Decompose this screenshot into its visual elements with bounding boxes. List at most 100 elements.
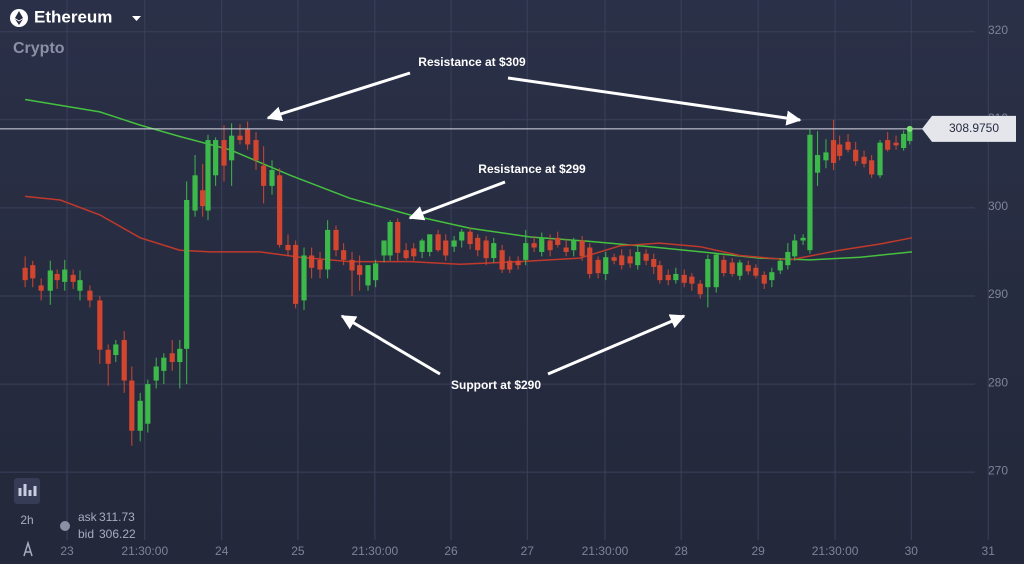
candle-body bbox=[531, 243, 537, 248]
candle-body bbox=[563, 247, 569, 252]
candle-body bbox=[689, 276, 695, 284]
price-tag bbox=[922, 115, 1016, 142]
candle-body bbox=[853, 149, 859, 162]
asset-category: Crypto bbox=[13, 40, 65, 57]
candle-body bbox=[341, 250, 347, 260]
y-tick-label: 300 bbox=[988, 199, 1008, 213]
candle-body bbox=[571, 240, 577, 251]
y-tick-label: 290 bbox=[988, 287, 1008, 301]
arrow bbox=[547, 314, 686, 376]
candle-body bbox=[785, 251, 791, 266]
candle-body bbox=[619, 255, 625, 266]
x-tick-label: 25 bbox=[291, 544, 305, 558]
timeframe-button[interactable]: 2h bbox=[20, 513, 33, 527]
x-tick-label: 31 bbox=[982, 544, 996, 558]
candle-body bbox=[499, 250, 505, 270]
candle-body bbox=[467, 231, 473, 245]
plot: 308.9750 bbox=[0, 98, 1016, 446]
candle-body bbox=[38, 285, 44, 291]
candle-body bbox=[184, 199, 190, 349]
candle-body bbox=[745, 265, 751, 272]
candle-body bbox=[245, 129, 251, 145]
bid-label: bid bbox=[78, 527, 94, 541]
candle-body bbox=[269, 170, 275, 186]
candle-body bbox=[373, 263, 379, 281]
candle-body bbox=[277, 175, 283, 245]
x-tick-label: 30 bbox=[905, 544, 919, 558]
candle-body bbox=[555, 237, 561, 245]
arrow bbox=[507, 76, 802, 126]
candle-body bbox=[657, 265, 663, 281]
candle-body bbox=[792, 240, 798, 257]
y-tick-label: 320 bbox=[988, 23, 1008, 37]
x-tick-label: 26 bbox=[444, 544, 458, 558]
ask-price: 311.73 bbox=[99, 510, 135, 524]
candle-body bbox=[301, 255, 307, 301]
candle-body bbox=[87, 290, 93, 301]
candle-body bbox=[814, 155, 821, 173]
candle-body bbox=[261, 165, 267, 186]
x-tick-label: 29 bbox=[751, 544, 765, 558]
candle-body bbox=[145, 384, 151, 424]
asset-name[interactable]: Ethereum bbox=[34, 7, 112, 26]
eth-logo bbox=[15, 11, 23, 25]
chart-type-icon bbox=[18, 484, 37, 496]
dropdown-caret[interactable] bbox=[132, 16, 141, 21]
candle-body bbox=[893, 142, 899, 146]
candle-body bbox=[643, 253, 649, 261]
candle-body bbox=[161, 357, 167, 371]
candle-body bbox=[451, 240, 457, 247]
candle-body bbox=[221, 140, 227, 166]
candle-body bbox=[293, 244, 299, 304]
candle-body bbox=[333, 229, 339, 251]
moving-average bbox=[25, 195, 913, 266]
ask-label: ask bbox=[78, 510, 98, 524]
candle-body bbox=[97, 300, 103, 350]
x-tick-label: 21:30:00 bbox=[812, 544, 859, 558]
candle-body bbox=[777, 260, 783, 271]
candle-body bbox=[200, 190, 206, 207]
bid-price: 306.22 bbox=[99, 527, 136, 541]
candle-body bbox=[105, 349, 111, 364]
candle-body bbox=[673, 273, 679, 281]
candle-body bbox=[761, 274, 767, 284]
candle-body bbox=[901, 133, 907, 148]
x-tick-label: 21:30:00 bbox=[121, 544, 168, 558]
candle-body bbox=[30, 265, 36, 279]
candle-body bbox=[47, 270, 53, 291]
candle-body bbox=[753, 267, 759, 276]
candle-body bbox=[651, 258, 657, 267]
candle-body bbox=[205, 140, 211, 211]
candle-body bbox=[807, 134, 813, 251]
candle-body bbox=[611, 257, 617, 261]
candle-body bbox=[169, 353, 175, 363]
candle-body bbox=[635, 251, 641, 266]
candle-body bbox=[800, 237, 806, 241]
y-tick-label: 280 bbox=[988, 375, 1008, 389]
candle-body bbox=[419, 240, 425, 252]
candle-body bbox=[365, 265, 371, 286]
candle-body bbox=[861, 156, 867, 164]
candle-body bbox=[387, 221, 393, 256]
candle-body bbox=[539, 237, 545, 252]
candle-body bbox=[845, 141, 851, 150]
chart-type-button[interactable] bbox=[14, 478, 40, 504]
candle-body bbox=[153, 366, 159, 381]
candle-body bbox=[213, 140, 219, 176]
drawing-tool[interactable] bbox=[23, 540, 33, 557]
candle-body bbox=[595, 259, 601, 274]
candle-body bbox=[381, 240, 387, 256]
candle-body bbox=[697, 283, 703, 295]
candle-body bbox=[77, 280, 83, 291]
candle-body bbox=[229, 135, 235, 161]
annotation: Support at $290 bbox=[451, 378, 541, 392]
candle-body bbox=[253, 140, 259, 161]
last-price-dot bbox=[906, 125, 913, 132]
candle-body bbox=[491, 243, 497, 259]
candle-body bbox=[587, 247, 593, 274]
candle-body bbox=[737, 262, 743, 276]
help-icon[interactable] bbox=[60, 521, 70, 531]
